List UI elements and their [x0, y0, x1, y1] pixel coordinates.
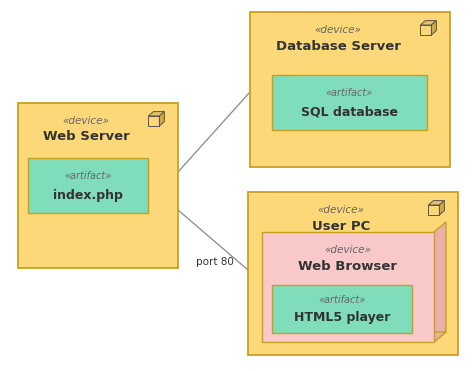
Polygon shape: [428, 201, 445, 205]
Bar: [18, 103, 178, 268]
Text: «device»: «device»: [63, 116, 109, 126]
Text: «artifact»: «artifact»: [319, 295, 365, 305]
Text: port 80: port 80: [196, 257, 234, 267]
Polygon shape: [431, 21, 437, 35]
Bar: [248, 192, 458, 355]
Bar: [250, 12, 450, 167]
Text: SQL database: SQL database: [301, 106, 398, 119]
Bar: [28, 158, 148, 213]
Text: Web Server: Web Server: [43, 131, 129, 144]
Text: Web Browser: Web Browser: [299, 259, 398, 273]
Polygon shape: [428, 205, 439, 215]
Polygon shape: [148, 116, 159, 126]
Polygon shape: [420, 25, 431, 35]
Text: «device»: «device»: [315, 25, 362, 35]
Polygon shape: [434, 222, 446, 342]
Text: «device»: «device»: [325, 245, 372, 255]
Bar: [272, 285, 412, 333]
Text: Database Server: Database Server: [275, 39, 401, 53]
Polygon shape: [148, 112, 164, 116]
Text: «artifact»: «artifact»: [326, 88, 373, 98]
Bar: [262, 232, 434, 342]
Polygon shape: [262, 332, 446, 342]
Text: «device»: «device»: [318, 205, 365, 215]
Text: User PC: User PC: [312, 220, 370, 233]
Polygon shape: [439, 201, 445, 215]
Bar: [272, 75, 427, 130]
Polygon shape: [159, 112, 164, 126]
Text: index.php: index.php: [53, 189, 123, 202]
Polygon shape: [420, 21, 437, 25]
Text: «artifact»: «artifact»: [64, 171, 111, 181]
Text: HTML5 player: HTML5 player: [294, 311, 390, 324]
